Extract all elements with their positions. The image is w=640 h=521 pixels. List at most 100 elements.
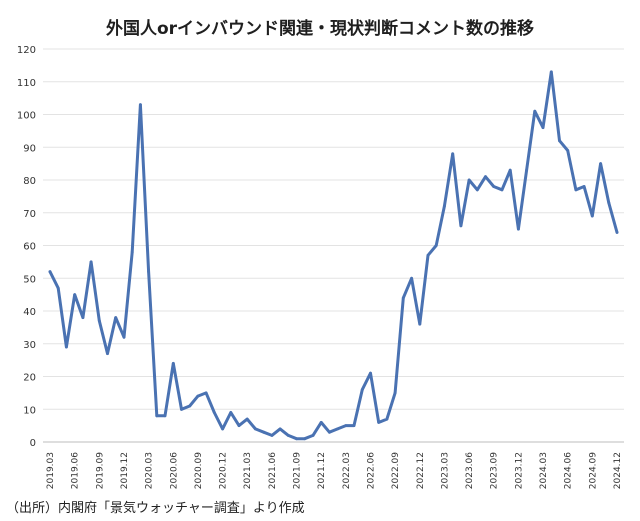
data-point xyxy=(328,430,331,434)
data-point xyxy=(270,434,274,437)
data-point xyxy=(65,345,68,349)
data-point xyxy=(517,227,520,231)
data-point xyxy=(245,417,249,421)
data-point xyxy=(254,427,257,431)
data-point xyxy=(221,427,225,431)
data-point xyxy=(56,286,60,290)
data-point xyxy=(369,371,372,375)
data-point xyxy=(188,404,192,408)
data-point xyxy=(122,335,126,339)
data-point xyxy=(508,168,512,172)
data-point xyxy=(484,175,487,179)
y-tick-label: 100 xyxy=(17,111,36,122)
data-point xyxy=(590,214,594,218)
x-tick-label: 2023.03 xyxy=(440,452,450,489)
data-point xyxy=(599,162,602,166)
data-point xyxy=(344,424,348,427)
data-point xyxy=(451,152,455,156)
data-point xyxy=(393,391,397,395)
data-point xyxy=(147,270,151,274)
y-tick-label: 70 xyxy=(23,209,36,220)
data-point xyxy=(443,204,446,208)
data-point xyxy=(262,430,266,434)
data-point xyxy=(155,414,159,418)
x-tick-label: 2024.12 xyxy=(613,452,623,489)
chart-title: 外国人orインバウンド関連・現状判断コメント数の推移 xyxy=(105,19,535,39)
x-tick-label: 2020.06 xyxy=(169,452,179,489)
data-point xyxy=(475,188,479,192)
data-point xyxy=(295,437,298,441)
x-tick-label: 2022.03 xyxy=(342,452,352,489)
y-tick-label: 20 xyxy=(23,373,36,384)
data-point xyxy=(615,231,619,234)
data-point xyxy=(533,109,537,113)
data-point xyxy=(418,322,422,326)
data-point xyxy=(336,427,339,431)
data-point xyxy=(549,70,553,74)
data-point xyxy=(139,103,142,107)
x-tick-label: 2021.09 xyxy=(293,452,303,489)
data-point xyxy=(196,394,200,398)
data-point xyxy=(48,270,52,274)
data-point xyxy=(410,276,413,280)
data-point xyxy=(204,391,208,395)
data-point xyxy=(492,185,496,188)
data-point xyxy=(114,316,118,319)
data-point xyxy=(319,421,323,424)
y-tick-label: 0 xyxy=(30,438,36,449)
y-tick-label: 110 xyxy=(17,78,36,89)
data-point xyxy=(525,168,528,172)
data-point xyxy=(81,316,85,319)
y-tick-label: 80 xyxy=(23,176,36,187)
x-tick-label: 2022.06 xyxy=(366,452,376,489)
data-point xyxy=(130,250,134,254)
data-point xyxy=(278,427,282,431)
data-point xyxy=(360,388,364,391)
x-tick-label: 2022.09 xyxy=(391,452,401,489)
x-tick-label: 2021.03 xyxy=(243,452,253,489)
data-point xyxy=(180,407,183,411)
source-note: （出所）内閣府「景気ウォッチャー調査」より作成 xyxy=(6,501,305,516)
data-point xyxy=(426,253,430,257)
data-point xyxy=(582,185,586,188)
data-point xyxy=(500,188,504,192)
data-point xyxy=(286,434,290,437)
y-tick-label: 120 xyxy=(17,45,36,56)
data-point xyxy=(385,417,389,421)
data-point xyxy=(311,434,315,437)
x-tick-label: 2019.03 xyxy=(46,452,56,489)
x-tick-label: 2022.12 xyxy=(416,452,426,489)
y-tick-label: 10 xyxy=(23,405,36,416)
y-tick-label: 50 xyxy=(23,274,36,285)
data-point xyxy=(467,178,471,182)
x-tick-label: 2021.12 xyxy=(317,452,327,489)
data-point xyxy=(89,260,93,264)
x-tick-label: 2023.06 xyxy=(465,452,475,489)
x-tick-label: 2019.09 xyxy=(95,452,105,489)
x-tick-label: 2023.09 xyxy=(490,452,500,489)
y-tick-label: 60 xyxy=(23,242,36,253)
data-point xyxy=(352,424,356,427)
data-point xyxy=(459,224,463,228)
x-tick-label: 2020.09 xyxy=(194,452,204,489)
data-point xyxy=(607,201,611,205)
series-line xyxy=(48,70,619,441)
data-point xyxy=(558,139,561,143)
data-point xyxy=(574,188,578,192)
x-tick-label: 2023.12 xyxy=(514,452,524,489)
data-point xyxy=(541,126,545,129)
x-tick-label: 2019.12 xyxy=(120,452,130,489)
x-tick-label: 2024.06 xyxy=(564,452,574,489)
x-tick-label: 2021.06 xyxy=(268,452,278,489)
y-tick-label: 40 xyxy=(23,307,36,318)
data-point xyxy=(303,437,307,441)
x-tick-label: 2020.12 xyxy=(219,452,229,489)
data-point xyxy=(171,362,175,365)
data-point xyxy=(163,414,167,418)
data-point xyxy=(434,244,438,247)
x-tick-label: 2024.03 xyxy=(539,452,549,489)
x-tick-label: 2019.06 xyxy=(71,452,81,489)
data-point xyxy=(97,319,101,323)
x-tick-label: 2024.09 xyxy=(588,452,598,489)
data-point xyxy=(212,411,216,414)
